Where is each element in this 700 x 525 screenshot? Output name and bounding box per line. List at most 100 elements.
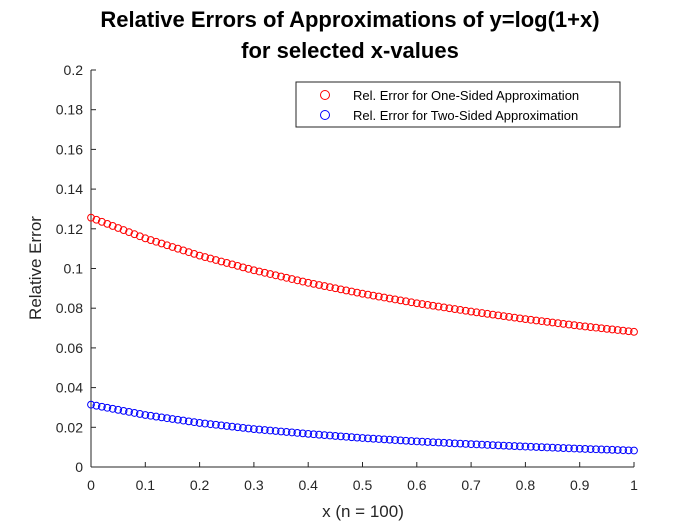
data-point (146, 411, 155, 420)
data-point (239, 263, 247, 272)
data-point (331, 432, 340, 440)
data-point (125, 407, 133, 416)
y-tick-label: 0.2 (64, 62, 84, 78)
data-point (532, 443, 541, 451)
data-point (271, 427, 280, 435)
data-point (385, 294, 394, 303)
data-point (613, 326, 622, 334)
data-point (103, 403, 112, 412)
data-point (184, 417, 193, 426)
data-point (575, 321, 584, 330)
y-axis-label: Relative Error (26, 216, 45, 320)
data-point (233, 423, 242, 432)
data-point (320, 431, 329, 440)
data-point (374, 435, 383, 443)
data-point (97, 217, 106, 226)
data-point (239, 423, 247, 432)
data-point (537, 443, 546, 452)
data-point (505, 312, 514, 321)
data-point (152, 412, 161, 421)
data-point (309, 430, 318, 439)
data-point (157, 239, 166, 248)
data-point (592, 323, 600, 332)
x-tick-label: 0.9 (570, 477, 590, 493)
data-point (624, 327, 633, 336)
data-point (206, 254, 215, 263)
data-point (163, 241, 171, 250)
data-point (461, 306, 470, 315)
data-point (483, 309, 492, 318)
data-point (369, 291, 378, 300)
data-point (429, 301, 437, 310)
data-point (304, 429, 313, 438)
data-point (526, 315, 535, 324)
data-point (586, 323, 595, 331)
data-point (298, 429, 307, 438)
data-point (342, 432, 351, 441)
data-point (396, 296, 405, 305)
data-point (342, 286, 351, 295)
data-point (266, 270, 275, 278)
data-point (250, 425, 258, 433)
y-tick-label: 0.02 (56, 419, 83, 435)
data-point (92, 215, 101, 224)
data-point (92, 401, 101, 410)
data-point (217, 257, 226, 266)
data-point (130, 230, 139, 239)
data-point (228, 422, 237, 431)
x-tick-label: 0.4 (298, 477, 318, 493)
data-point (211, 256, 220, 264)
data-point (450, 439, 459, 448)
data-point (581, 445, 590, 453)
y-tick-label: 0.06 (56, 340, 83, 356)
data-point (347, 287, 356, 296)
data-point (114, 405, 123, 414)
data-point (488, 310, 497, 319)
data-point (369, 434, 378, 443)
data-point (456, 306, 465, 314)
data-point (336, 285, 345, 294)
data-point (494, 441, 503, 450)
data-point (163, 414, 171, 423)
data-point (87, 213, 95, 222)
data-point (554, 443, 562, 452)
data-point (624, 446, 633, 455)
data-point (119, 226, 128, 234)
data-point (592, 445, 600, 454)
data-point (315, 430, 323, 439)
data-point (146, 236, 155, 244)
y-tick-label: 0.18 (56, 102, 83, 118)
data-point (260, 268, 269, 277)
data-point (570, 321, 579, 330)
data-point (195, 419, 204, 427)
data-point (135, 410, 144, 418)
data-point (543, 317, 552, 326)
legend-label: Rel. Error for Two-Sided Approximation (353, 108, 578, 123)
data-point (380, 435, 389, 444)
data-point (586, 445, 595, 453)
data-point (619, 326, 628, 335)
y-tick-label: 0.16 (56, 141, 83, 157)
data-point (597, 324, 606, 333)
data-point (201, 419, 209, 428)
data-point (364, 434, 372, 443)
y-tick-label: 0 (75, 459, 83, 475)
x-tick-label: 0.5 (353, 477, 373, 493)
data-point (505, 441, 514, 450)
data-point (288, 275, 296, 283)
legend-marker (320, 110, 330, 120)
data-point (559, 444, 568, 452)
data-point (434, 302, 443, 311)
data-point (173, 415, 182, 424)
data-point (309, 279, 318, 288)
data-point (575, 444, 584, 453)
data-point (168, 415, 177, 423)
data-point (548, 318, 557, 327)
data-point (570, 444, 579, 453)
data-point (472, 440, 481, 449)
x-tick-label: 0.2 (190, 477, 210, 493)
data-point (402, 436, 410, 445)
chart-title-line-1: Relative Errors of Approximations of y=l… (100, 7, 600, 32)
data-point (152, 237, 161, 246)
